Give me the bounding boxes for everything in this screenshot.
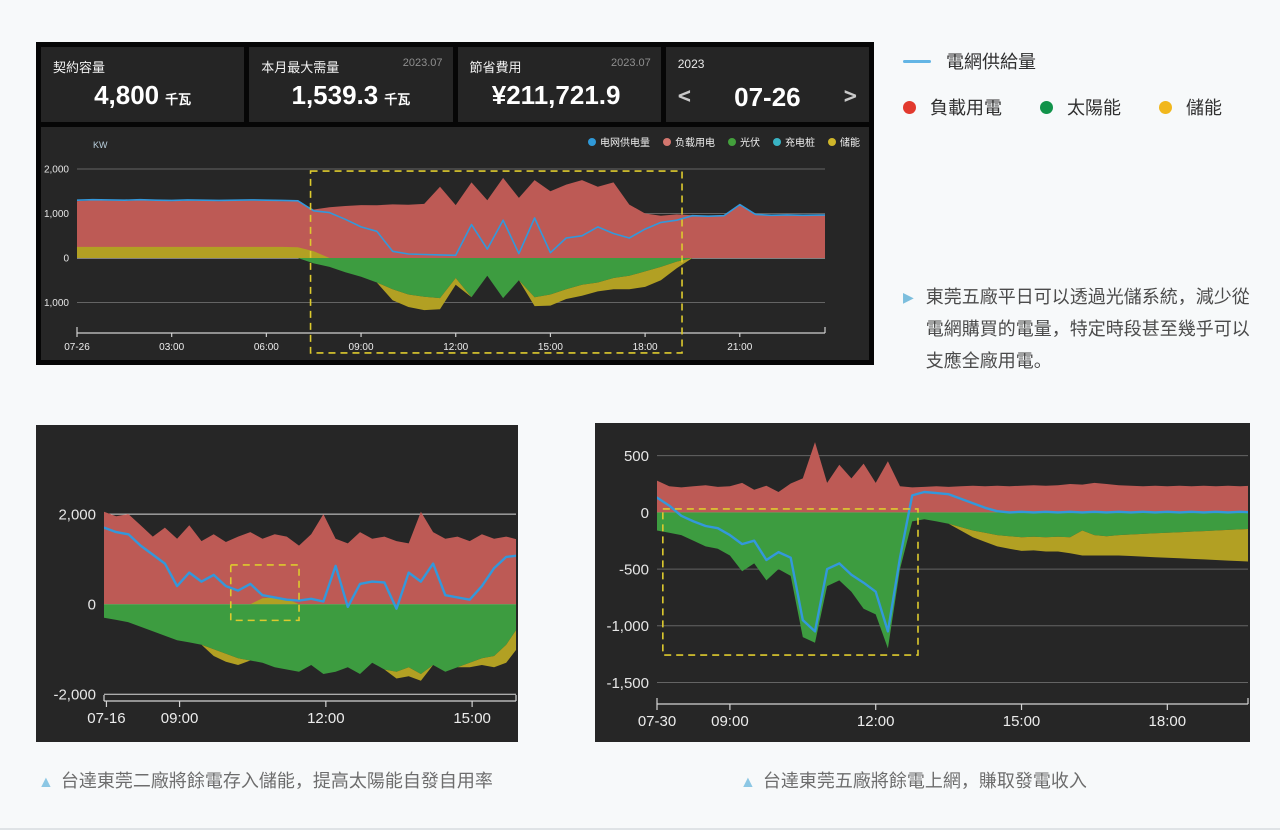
svg-text:1,000: 1,000 (44, 209, 69, 220)
chart-inner-legend: 电网供电量 负载用电 光伏 充电桩 储能 (588, 134, 860, 149)
load-dot-icon (663, 137, 671, 146)
legend-row-dots: 負載用電 太陽能 儲能 (903, 94, 1263, 120)
charger-dot-icon (773, 137, 781, 146)
energy-dashboard-panel: 契約容量 4,800 千瓦 本月最大需量 2023.07 1,539.3 千瓦 節省… (36, 42, 874, 365)
legend-item-charger: 充电桩 (773, 134, 815, 149)
legend-item-grid: 电网供电量 (588, 134, 650, 149)
svg-text:KW: KW (93, 140, 108, 150)
svg-text:0: 0 (88, 597, 96, 614)
svg-text:-500: -500 (619, 561, 649, 578)
legend-item-load: 負載用電 (903, 94, 1002, 120)
main-usage-chart: 电网供电量 负载用电 光伏 充电桩 储能 2,000 1,000 0 1,000 KW 0… (41, 127, 869, 360)
load-dot-icon (903, 100, 916, 114)
kpi-unit: 千瓦 (165, 92, 192, 107)
legend-item-solar: 太陽能 (1040, 94, 1121, 120)
date-nav-year: 2023 (677, 57, 705, 71)
kpi-label: 契約容量 (53, 60, 106, 75)
selected-date: 07-26 (734, 81, 801, 112)
outer-legend: 電網供給量 負載用電 太陽能 儲能 (903, 48, 1263, 140)
grid-supply-dot-icon (588, 137, 596, 146)
legend-label: 電網供給量 (946, 52, 1036, 72)
prev-day-button[interactable]: < (677, 84, 691, 109)
solar-dot-icon (1040, 100, 1053, 114)
storage-dot-icon (1159, 100, 1172, 114)
callout-note: ▶ 東莞五廠平日可以透過光儲系統，減少從電網購買的電量，特定時段甚至幾乎可以支應… (903, 281, 1265, 377)
svg-text:15:00: 15:00 (538, 342, 563, 353)
legend-item-storage: 儲能 (1159, 94, 1222, 120)
kpi-label: 節省費用 (469, 60, 522, 75)
svg-text:12:00: 12:00 (443, 342, 468, 353)
svg-text:18:00: 18:00 (1149, 713, 1187, 730)
caption-triangle-icon: ▲ (38, 774, 54, 791)
kpi-period: 2023.07 (402, 57, 443, 69)
kpi-value: 4,800 千瓦 (94, 80, 192, 110)
kpi-card-contract-capacity: 契約容量 4,800 千瓦 (41, 47, 245, 122)
pv-dot-icon (728, 137, 736, 146)
svg-text:500: 500 (624, 448, 649, 465)
svg-text:15:00: 15:00 (1003, 713, 1041, 730)
svg-text:-1,500: -1,500 (606, 675, 649, 692)
legend-item-load: 负载用电 (663, 134, 715, 149)
svg-text:0: 0 (63, 254, 69, 265)
kpi-value: 1,539.3 千瓦 (291, 80, 411, 110)
svg-text:09:00: 09:00 (161, 710, 199, 727)
kpi-label: 本月最大需量 (261, 60, 340, 75)
svg-text:2,000: 2,000 (44, 165, 69, 176)
svg-text:21:00: 21:00 (727, 342, 752, 353)
svg-text:07-26: 07-26 (64, 342, 90, 353)
svg-text:07-30: 07-30 (638, 713, 676, 730)
svg-text:12:00: 12:00 (857, 713, 895, 730)
svg-text:-2,000: -2,000 (53, 687, 96, 704)
caption-plant5: ▲ 台達東莞五廠將餘電上網，賺取發電收入 (740, 771, 1087, 791)
svg-text:06:00: 06:00 (254, 342, 279, 353)
triangle-bullet-icon: ▶ (903, 289, 914, 305)
svg-text:-1,000: -1,000 (606, 618, 649, 635)
grid-supply-line-icon (903, 59, 931, 63)
legend-item-storage: 储能 (828, 134, 860, 149)
svg-text:07-16: 07-16 (87, 710, 125, 727)
svg-text:2,000: 2,000 (58, 506, 96, 523)
svg-text:03:00: 03:00 (159, 342, 184, 353)
svg-text:15:00: 15:00 (453, 710, 491, 727)
date-navigator: 2023 < 07-26 > (665, 47, 869, 122)
svg-text:09:00: 09:00 (349, 342, 374, 353)
legend-item-pv: 光伏 (728, 134, 760, 149)
svg-text:12:00: 12:00 (307, 710, 345, 727)
kpi-period: 2023.07 (610, 57, 651, 69)
svg-text:18:00: 18:00 (633, 342, 658, 353)
storage-dot-icon (828, 137, 836, 146)
kpi-card-max-demand: 本月最大需量 2023.07 1,539.3 千瓦 (249, 47, 453, 122)
next-day-button[interactable]: > (843, 84, 857, 109)
legend-row-grid-supply: 電網供給量 (903, 48, 1263, 74)
page-bottom-border (0, 828, 1280, 830)
plant5-chart: 500 0 -500 -1,000 -1,500 07-30 09:00 12:00 15:00… (595, 423, 1250, 742)
kpi-card-row: 契約容量 4,800 千瓦 本月最大需量 2023.07 1,539.3 千瓦 節省… (41, 47, 869, 122)
svg-text:0: 0 (641, 505, 649, 522)
caption-triangle-icon: ▲ (740, 774, 756, 791)
svg-text:1,000: 1,000 (44, 298, 69, 309)
kpi-unit: 千瓦 (384, 92, 411, 107)
kpi-value: ¥211,721.9 (491, 80, 621, 110)
kpi-card-cost-saving: 節省費用 2023.07 ¥211,721.9 (457, 47, 661, 122)
svg-text:09:00: 09:00 (711, 713, 749, 730)
callout-text: 東莞五廠平日可以透過光儲系統，減少從電網購買的電量，特定時段甚至幾乎可以支應全廠… (925, 287, 1250, 372)
plant2-chart: 2,000 0 -2,000 07-16 09:00 12:00 15:00 (36, 425, 518, 742)
caption-plant2: ▲ 台達東莞二廠將餘電存入儲能，提高太陽能自發自用率 (38, 771, 493, 791)
